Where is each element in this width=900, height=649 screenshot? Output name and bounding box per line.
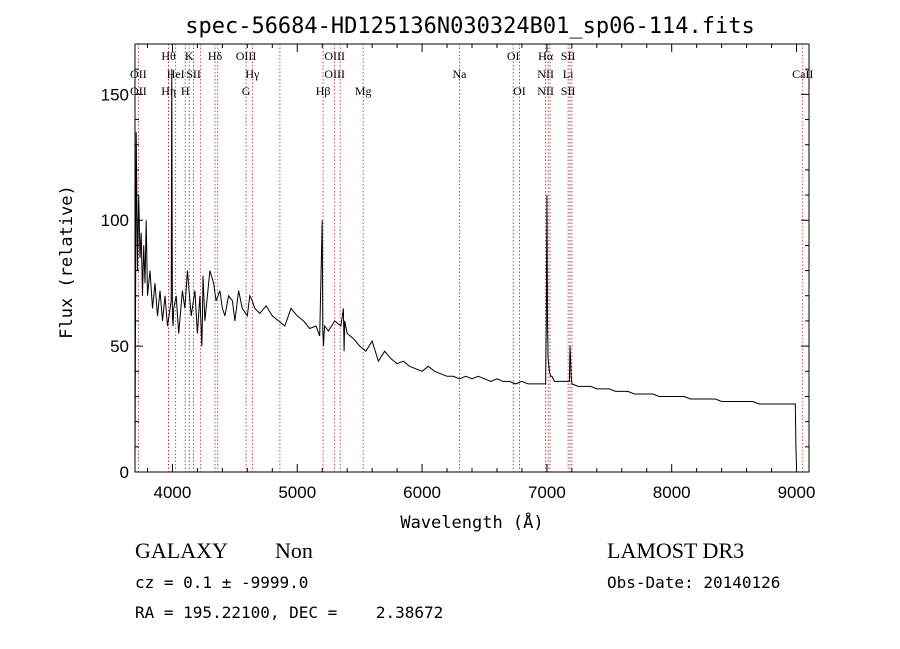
chart-title: spec-56684-HD125136N030324B01_sp06-114.f… bbox=[185, 14, 755, 39]
line-marker-layer bbox=[137, 44, 804, 472]
x-tick-label: 9000 bbox=[778, 483, 816, 502]
ra-dec-label: RA = 195.22100, DEC = 2.38672 bbox=[135, 603, 444, 622]
subclass-label: Non bbox=[275, 538, 313, 563]
line-label: G bbox=[242, 84, 251, 98]
line-label: CaII bbox=[792, 67, 813, 81]
x-axis-label: Wavelength (Å) bbox=[400, 511, 543, 533]
y-tick-label: 100 bbox=[101, 211, 129, 230]
x-tick-label: 7000 bbox=[528, 483, 566, 502]
line-label: Li bbox=[563, 67, 574, 81]
line-label: Mg bbox=[355, 84, 372, 98]
x-tick-label: 6000 bbox=[403, 483, 441, 502]
line-label: SII bbox=[186, 67, 201, 81]
line-label: NII bbox=[537, 67, 554, 81]
line-label: OIII bbox=[324, 67, 345, 81]
line-label: OIII bbox=[324, 49, 345, 63]
axis-ticks: 4000 5000 6000 7000 8000 9000 0 50 100 150 bbox=[101, 44, 816, 502]
line-label: H bbox=[181, 84, 190, 98]
line-label: Hθ bbox=[161, 49, 176, 63]
line-label: SII bbox=[561, 84, 576, 98]
line-label: OI bbox=[507, 49, 520, 63]
x-tick-label: 5000 bbox=[278, 483, 316, 502]
y-tick-label: 50 bbox=[110, 337, 129, 356]
line-label: Na bbox=[453, 67, 468, 81]
class-label: GALAXY bbox=[135, 538, 228, 563]
line-label: OII bbox=[130, 67, 147, 81]
line-label: Hα bbox=[538, 49, 554, 63]
y-tick-label: 0 bbox=[120, 463, 129, 482]
spectrum-line bbox=[134, 69, 797, 468]
line-label: Hβ bbox=[316, 84, 331, 98]
line-label: Hγ bbox=[245, 67, 260, 81]
x-tick-label: 4000 bbox=[154, 483, 192, 502]
line-label: SII bbox=[561, 49, 576, 63]
line-label: K bbox=[185, 49, 194, 63]
cz-label: cz = 0.1 ± -9999.0 bbox=[135, 573, 309, 592]
line-label: Hη bbox=[161, 84, 176, 98]
line-label: OI bbox=[513, 84, 526, 98]
survey-label: LAMOST DR3 bbox=[607, 538, 745, 563]
line-label: HeI bbox=[167, 67, 185, 81]
line-label: NII bbox=[537, 84, 554, 98]
line-label-layer: OII OII Hθ Hη HeI H K SII Hδ OIII G Hγ Hβ OIII OIII Mg N… bbox=[130, 49, 813, 98]
y-tick-label: 150 bbox=[101, 85, 129, 104]
x-tick-label: 8000 bbox=[653, 483, 691, 502]
line-label: OIII bbox=[236, 49, 257, 63]
y-axis-label: Flux (relative) bbox=[57, 185, 77, 339]
line-label: Hδ bbox=[208, 49, 223, 63]
plot-frame bbox=[134, 43, 810, 473]
obs-date-label: Obs-Date: 20140126 bbox=[607, 573, 781, 592]
line-label: OII bbox=[130, 84, 147, 98]
